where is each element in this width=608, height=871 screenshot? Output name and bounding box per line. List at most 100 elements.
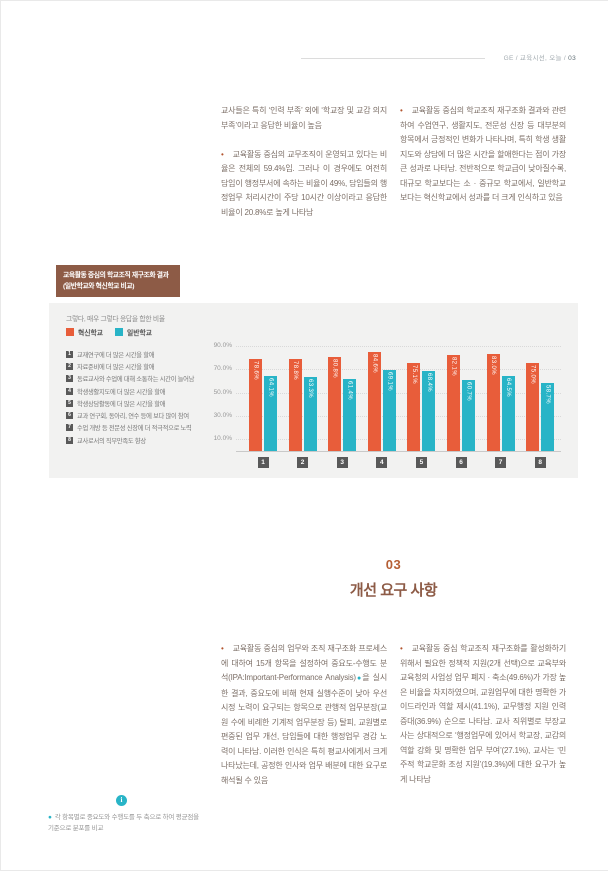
category-label: 수업 개방 등 전문성 신장에 더 적극적으로 노력 xyxy=(77,425,192,433)
category-label: 자료준비에 더 많은 시간을 할애 xyxy=(77,363,155,371)
category-list-item: 5 학생상담활동에 더 많은 시간을 할애 xyxy=(66,397,194,409)
intro-left-column: 교사들은 특히 ‘인력 부족’ 외에 ‘학교장 및 교감 의지 부족’이라고 응… xyxy=(221,104,387,220)
y-axis-tick-label: 50.0% xyxy=(213,388,232,396)
chart-category-list: 1 교재연구에 더 많은 시간을 할애 2 자료준비에 더 많은 시간을 할애 3 동료교… xyxy=(66,348,194,446)
header-divider xyxy=(301,58,485,59)
chart-title: 교육활동 중심의 학교조직 재구조화 결과 (일반학교와 혁신학교 비교) xyxy=(56,265,180,297)
bar-혁신학교: 83.0% xyxy=(486,354,500,451)
bar-value-label: 69.1% xyxy=(386,372,393,392)
gridline xyxy=(236,439,561,441)
x-axis-category-badge: 7 xyxy=(495,457,507,468)
intro-left-para1: 교사들은 특히 ‘인력 부족’ 외에 ‘학교장 및 교감 의지 부족’이라고 응… xyxy=(221,106,387,130)
legend-label: 일반학교 xyxy=(127,330,153,337)
category-number-badge: 1 xyxy=(66,350,73,358)
section-03-columns: • 교육활동 중심의 업무와 조직 재구조화 프로세스에 대하여 15개 항목을 … xyxy=(221,642,566,788)
bar-일반학교: 69.1% xyxy=(382,370,396,451)
category-label: 동료교사와 수업에 대해 소통하는 시간이 늘어남 xyxy=(77,376,195,384)
bullet-icon: • xyxy=(221,149,224,159)
bar-일반학교: 64.5% xyxy=(501,375,515,451)
bar-value-label: 82.1% xyxy=(450,357,457,377)
section-03-left-pre: 교육활동 중심의 업무와 조직 재구조화 프로세스에 대하여 15개 항목을 설… xyxy=(221,644,387,682)
bar-value-label: 75.1% xyxy=(410,365,417,385)
bar-혁신학교: 75.0% xyxy=(526,363,540,451)
y-axis-tick-label: 70.0% xyxy=(213,365,232,373)
y-axis-tick-label: 10.0% xyxy=(213,435,232,443)
gridline xyxy=(236,345,561,347)
category-number-badge: 8 xyxy=(66,436,73,444)
bar-value-label: 68.4% xyxy=(425,373,432,393)
category-list-item: 7 수업 개방 등 전문성 신장에 더 적극적으로 노력 xyxy=(66,422,194,434)
section-03-right-column: • 교육활동 중심 학교조직 재구조화를 활성화하기 위해서 필요한 정책적 지원… xyxy=(400,642,566,788)
y-axis-tick-label: 90.0% xyxy=(213,341,232,349)
bar-혁신학교: 82.1% xyxy=(447,355,460,451)
category-label: 교사로서의 직무만족도 향상 xyxy=(77,437,146,445)
bar-value-label: 60.7% xyxy=(465,382,472,402)
bar-value-label: 83.0% xyxy=(490,356,497,376)
bullet-icon: • xyxy=(400,106,403,115)
legend-label: 혁신학교 xyxy=(78,330,104,337)
legend-swatch-icon xyxy=(115,328,124,336)
bar-value-label: 80.8% xyxy=(331,358,338,378)
intro-right-column: • 교육활동 중심의 학교조직 재구조화 결과와 관련하여 수업연구, 생활지도,… xyxy=(400,104,566,220)
bar-value-label: 78.8% xyxy=(292,361,299,381)
category-list-item: 2 자료준비에 더 많은 시간을 할애 xyxy=(66,360,194,372)
section-03-left-para: • 교육활동 중심의 업무와 조직 재구조화 프로세스에 대하여 15개 항목을 … xyxy=(221,642,387,788)
bar-혁신학교: 84.6% xyxy=(367,352,381,451)
section-number: 03 xyxy=(385,557,402,572)
bar-일반학교: 64.1% xyxy=(264,376,277,451)
x-axis-line xyxy=(236,451,561,452)
bullet-icon: • xyxy=(400,644,403,653)
section-03-left-post: 을 실시한 결과, 중요도에 비해 현재 실행수준이 낮아 우선 시정 노력이 … xyxy=(221,673,387,785)
footnote-bullet-icon: ● xyxy=(48,814,52,821)
bar-value-label: 64.1% xyxy=(267,378,274,398)
bar-혁신학교: 78.8% xyxy=(288,359,302,451)
bar-혁신학교: 75.1% xyxy=(407,363,421,451)
legend-item: 혁신학교 xyxy=(66,327,103,337)
bar-value-label: 63.3% xyxy=(307,379,314,399)
x-axis-category-badge: 8 xyxy=(534,457,546,468)
intro-right-para1-text: 교육활동 중심의 학교조직 재구조화 결과와 관련하여 수업연구, 생활지도, … xyxy=(400,106,566,202)
bar-일반학교: 60.7% xyxy=(462,380,475,451)
legend-item: 일반학교 xyxy=(115,327,152,337)
x-axis-category-badge: 4 xyxy=(376,457,388,468)
bar-value-label: 84.6% xyxy=(371,354,378,374)
bar-value-label: 58.7% xyxy=(544,384,551,404)
bar-혁신학교: 78.6% xyxy=(249,359,262,451)
y-axis-tick-label: 30.0% xyxy=(213,411,232,419)
category-list-item: 3 동료교사와 수업에 대해 소통하는 시간이 늘어남 xyxy=(66,373,194,385)
breadcrumb-text: GE / 교육시선, 오늘 / xyxy=(503,55,567,62)
bar-chart-plot: 90.0% 70.0% 50.0% 30.0% 10.0% 78.6% 64.1% 1 78.8… xyxy=(214,303,561,478)
bar-value-label: 64.5% xyxy=(505,377,512,397)
section-title: 개선 요구 사항 xyxy=(349,582,438,599)
bar-일반학교: 58.7% xyxy=(541,382,555,451)
info-icon: i xyxy=(116,795,127,806)
section-03-right-text: 교육활동 중심 학교조직 재구조화를 활성화하기 위해서 필요한 정책적 지원(… xyxy=(400,644,566,784)
section-03-header: 03 개선 요구 사항 xyxy=(221,557,566,600)
x-axis-category-badge: 2 xyxy=(297,457,309,468)
x-axis-category-badge: 6 xyxy=(455,457,467,468)
x-axis-category-badge: 5 xyxy=(415,457,427,468)
bar-value-label: 61.4% xyxy=(346,381,353,401)
intro-columns: 교사들은 특히 ‘인력 부족’ 외에 ‘학교장 및 교감 의지 부족’이라고 응… xyxy=(221,104,566,220)
category-number-badge: 7 xyxy=(66,424,73,432)
category-label: 학생생활지도에 더 많은 시간을 할애 xyxy=(77,388,166,396)
category-list-item: 8 교사로서의 직무만족도 향상 xyxy=(66,434,194,446)
bar-value-label: 78.6% xyxy=(252,361,259,381)
bar-일반학교: 68.4% xyxy=(422,371,436,451)
bar-일반학교: 61.4% xyxy=(343,379,357,451)
category-number-badge: 5 xyxy=(66,399,73,407)
chart-subtitle: 그렇다, 매우 그렇다 응답을 합한 비율 xyxy=(66,316,165,323)
gridline xyxy=(236,415,561,417)
x-axis-category-badge: 3 xyxy=(336,457,348,468)
bullet-icon: • xyxy=(221,644,224,653)
category-list-item: 1 교재연구에 더 많은 시간을 할애 xyxy=(66,348,194,360)
footnote-marker-icon: ● xyxy=(355,675,363,682)
category-number-badge: 4 xyxy=(66,387,73,395)
category-label: 교과 연구회, 동아리, 연수 등에 보다 많이 참여 xyxy=(77,413,189,421)
breadcrumb: GE / 교육시선, 오늘 / 03 xyxy=(504,52,576,62)
bar-일반학교: 63.3% xyxy=(303,377,317,451)
section-03-left-column: • 교육활동 중심의 업무와 조직 재구조화 프로세스에 대하여 15개 항목을 … xyxy=(221,642,387,788)
intro-left-para2-text: 교육활동 중심의 교무조직이 운영되고 있다는 비율은 전체의 59.4%임. … xyxy=(221,149,387,217)
gridline xyxy=(236,392,561,394)
